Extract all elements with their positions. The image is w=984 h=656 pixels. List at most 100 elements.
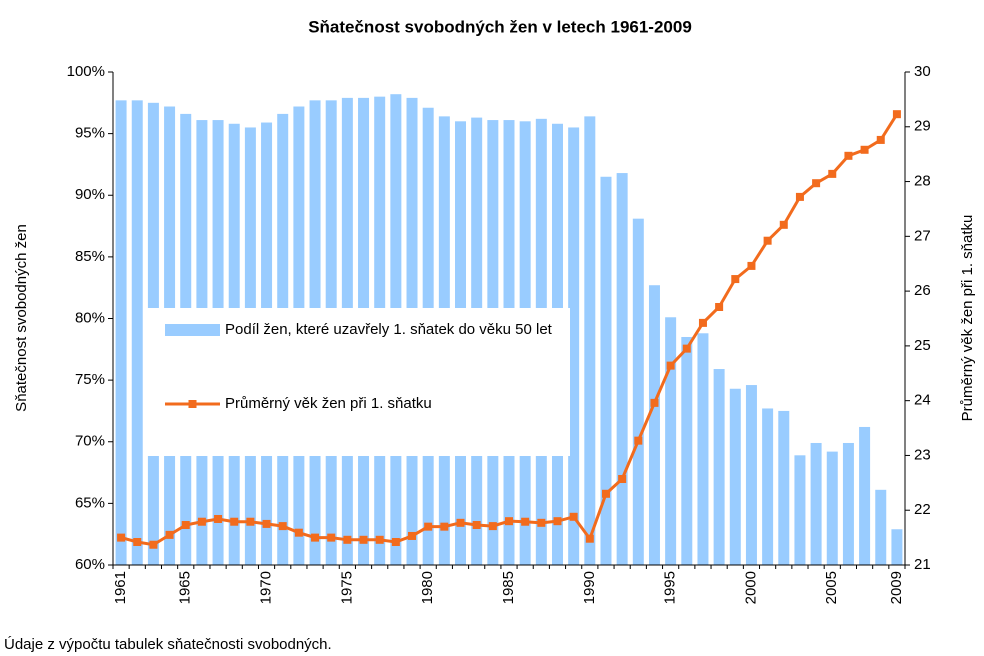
line-marker	[327, 533, 336, 542]
line-marker	[165, 530, 174, 539]
y-tick-label: 90%	[75, 186, 105, 203]
line-marker	[601, 489, 610, 498]
legend-entry: Podíl žen, které uzavřely 1. sňatek do v…	[165, 318, 590, 378]
bar	[568, 127, 580, 566]
line-marker	[246, 517, 255, 526]
note: Údaje z výpočtu tabulek sňatečnosti svob…	[4, 636, 332, 653]
line-marker	[569, 512, 578, 521]
y-tick-label: 70%	[75, 433, 105, 450]
line-marker	[424, 522, 433, 531]
y2-tick-label: 28	[914, 173, 931, 190]
bar	[842, 442, 854, 565]
bar	[115, 100, 127, 565]
bar	[616, 173, 628, 565]
line-marker	[860, 145, 869, 154]
bar	[665, 317, 677, 565]
line-marker	[294, 528, 303, 537]
line-marker	[440, 522, 449, 531]
line-marker	[343, 535, 352, 544]
bar	[859, 426, 871, 565]
line-marker	[812, 179, 821, 188]
line-marker	[698, 318, 707, 327]
line-marker	[278, 522, 287, 531]
x-tick-label: 2000	[742, 571, 759, 604]
line-marker	[149, 540, 158, 549]
x-tick-label: 1961	[112, 571, 129, 604]
legend-swatch	[165, 400, 220, 408]
line-marker	[618, 474, 627, 483]
legend-label: Podíl žen, které uzavřely 1. sňatek do v…	[225, 321, 552, 338]
bar	[713, 369, 725, 565]
legend-entry: Průměrný věk žen při 1. sňatku	[165, 392, 590, 452]
y-tick-label: 75%	[75, 371, 105, 388]
legend-swatch-bar	[165, 324, 220, 336]
y2-tick-label: 25	[914, 337, 931, 354]
line-marker	[456, 518, 465, 527]
x-tick-label: 1965	[177, 571, 194, 604]
line-marker	[763, 236, 772, 245]
bar	[729, 388, 741, 565]
line-marker	[197, 517, 206, 526]
line-marker	[650, 398, 659, 407]
line-marker	[214, 514, 223, 523]
x-tick-label: 1970	[258, 571, 275, 604]
line-marker	[230, 517, 239, 526]
line-marker	[391, 537, 400, 546]
bar	[632, 218, 644, 566]
legend-swatch	[165, 324, 220, 336]
line-marker	[311, 533, 320, 542]
y-tick-label: 100%	[67, 63, 105, 80]
line-marker	[408, 531, 417, 540]
line-marker	[375, 535, 384, 544]
bar	[778, 410, 790, 565]
line-marker	[666, 361, 675, 370]
y2-tick-label: 22	[914, 501, 931, 518]
line-marker	[876, 135, 885, 144]
bar	[600, 176, 612, 565]
line-marker	[747, 261, 756, 270]
legend-swatch-marker	[188, 400, 197, 408]
chart-title: Sňatečnost svobodných žen v letech 1961-…	[308, 17, 692, 36]
bar	[745, 385, 757, 565]
y-tick-label: 80%	[75, 309, 105, 326]
line-marker	[553, 517, 562, 526]
y-tick-label: 85%	[75, 248, 105, 265]
y2-tick-label: 26	[914, 282, 931, 299]
x-tick-label: 1990	[581, 571, 598, 604]
y-axis-label: Sňatečnost svobodných žen	[13, 224, 30, 412]
bar	[794, 455, 806, 565]
y2-tick-label: 29	[914, 118, 931, 135]
line-marker	[521, 517, 530, 526]
line-marker	[892, 110, 901, 119]
bar	[648, 285, 660, 565]
x-tick-label: 1980	[419, 571, 436, 604]
bar	[681, 336, 693, 565]
line-marker	[715, 302, 724, 311]
line-marker	[117, 533, 126, 542]
line-marker	[181, 521, 190, 530]
line-marker	[795, 192, 804, 201]
x-tick-label: 1975	[338, 571, 355, 604]
y-tick-label: 95%	[75, 125, 105, 142]
y-tick-label: 65%	[75, 494, 105, 511]
bar	[875, 489, 887, 565]
x-tick-label: 2009	[888, 571, 905, 604]
x-tick-label: 1985	[500, 571, 517, 604]
line-marker	[634, 436, 643, 445]
bar	[131, 100, 143, 565]
bar	[891, 529, 903, 565]
line-marker	[682, 344, 691, 353]
y2-tick-label: 30	[914, 63, 931, 80]
y2-tick-label: 21	[914, 556, 931, 573]
line-marker	[585, 534, 594, 543]
line-marker	[779, 220, 788, 229]
line-marker	[359, 535, 368, 544]
line-marker	[505, 517, 513, 526]
line-marker	[844, 151, 853, 160]
y2-tick-label: 24	[914, 392, 931, 409]
line-marker	[828, 169, 837, 178]
line-marker	[488, 522, 497, 531]
bar	[697, 333, 709, 565]
bar	[826, 451, 838, 565]
